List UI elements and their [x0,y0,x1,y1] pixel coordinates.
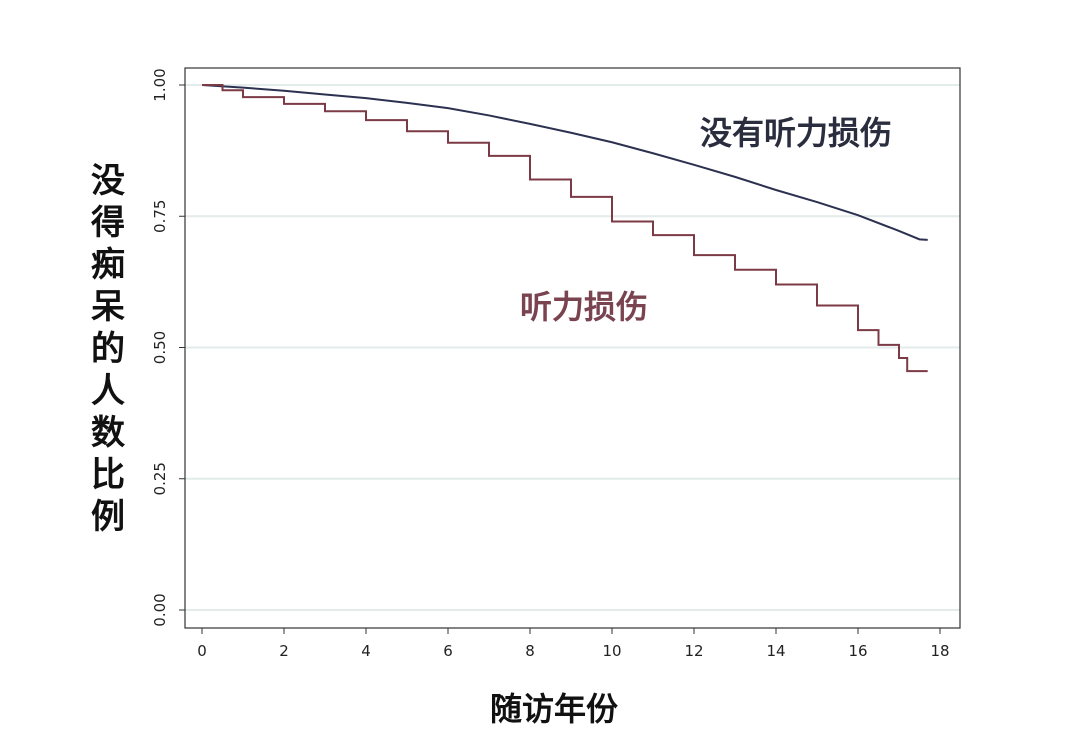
x-tick-label: 2 [279,642,289,660]
series-label-no-hearing-loss: 没有听力损伤 [700,114,893,152]
series-line-no-hearing-loss [201,84,928,241]
plot-frame [184,67,961,629]
y-axis-label: 没得痴呆的人数比例 [91,161,125,537]
x-tick-label: 6 [443,642,453,660]
y-tick-label: 0.50 [151,331,169,364]
y-tick-label: 0.75 [151,200,169,233]
y-tick-label: 0.00 [151,593,169,626]
x-tick-label: 0 [197,642,207,660]
x-axis-label: 随访年份 [490,690,619,728]
x-tick-label: 14 [766,642,785,660]
x-tick-label: 16 [848,642,867,660]
series-label-hearing-loss: 听力损伤 [520,288,649,326]
x-tick-label: 8 [525,642,535,660]
x-tick-label: 4 [361,642,371,660]
x-tick-label: 12 [684,642,703,660]
x-tick-label: 18 [930,642,949,660]
series-line-hearing-loss [202,84,928,373]
y-tick-label: 0.25 [151,462,169,495]
y-tick-label: 1.00 [151,68,169,101]
x-tick-label: 10 [602,642,621,660]
